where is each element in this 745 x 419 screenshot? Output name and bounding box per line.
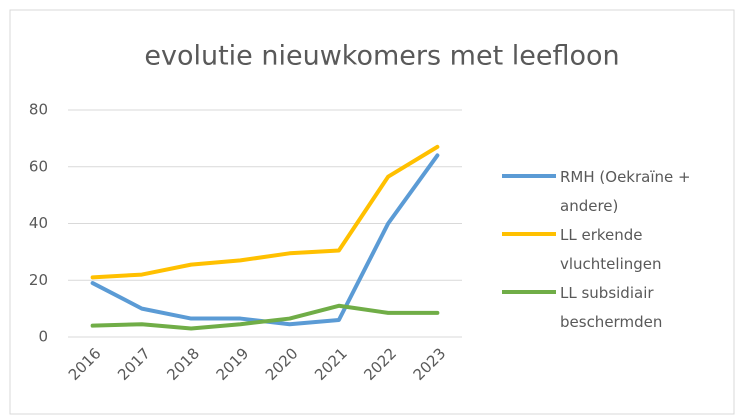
chart-title: evolutie nieuwkomers met leefloon [144, 41, 619, 72]
y-tick-label: 0 [38, 328, 48, 346]
legend-label: RMH (Oekraïne + andere) [560, 168, 691, 215]
chart-border [9, 9, 735, 415]
series-line [90, 144, 440, 280]
y-tick-label: 20 [29, 271, 48, 289]
y-tick-label: 60 [29, 157, 48, 175]
legend-label: LL erkende vluchtelingen [560, 226, 662, 273]
y-tick-label: 80 [29, 101, 48, 119]
y-tick-label: 40 [29, 214, 48, 232]
series-line [90, 303, 440, 331]
legend-label: LL subsidiair beschermden [560, 284, 663, 331]
